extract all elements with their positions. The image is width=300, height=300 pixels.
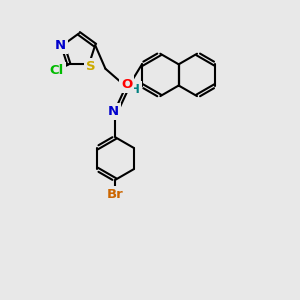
Text: O: O [121, 77, 132, 91]
Text: S: S [85, 60, 95, 73]
Text: N: N [55, 39, 66, 52]
Text: Br: Br [107, 188, 124, 201]
Text: H: H [130, 83, 140, 96]
Text: N: N [107, 105, 119, 118]
Text: Cl: Cl [50, 64, 64, 77]
